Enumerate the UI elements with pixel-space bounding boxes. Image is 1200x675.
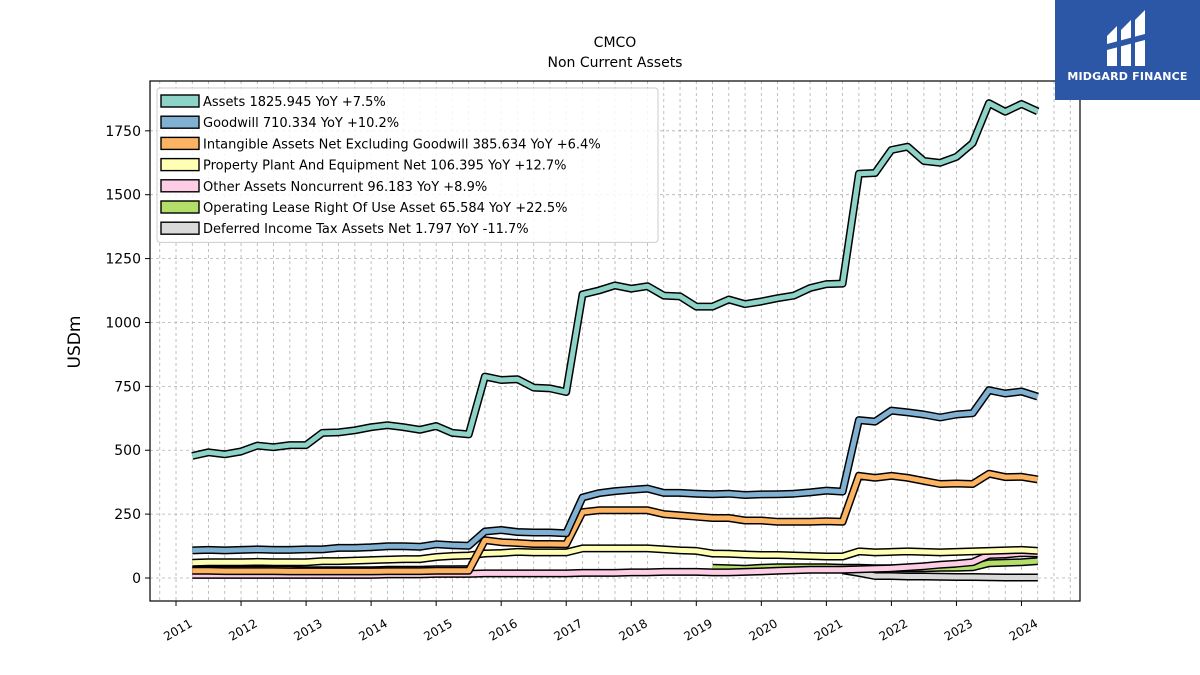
series-line bbox=[192, 545, 1038, 566]
legend-swatch bbox=[160, 115, 200, 129]
legend-label: Intangible Assets Net Excluding Goodwill… bbox=[203, 137, 601, 152]
legend-item[interactable]: Goodwill 710.334 YoY +10.2% bbox=[160, 115, 399, 131]
series-property-plant-and-equipment-net bbox=[192, 544, 1038, 567]
y-tick-label: 1750 bbox=[105, 124, 141, 140]
legend-label: Other Assets Noncurrent 96.183 YoY +8.9% bbox=[203, 180, 487, 195]
legend-label: Goodwill 710.334 YoY +10.2% bbox=[203, 116, 399, 131]
legend-item[interactable]: Property Plant And Equipment Net 106.395… bbox=[160, 157, 567, 174]
legend-label: Property Plant And Equipment Net 106.395… bbox=[203, 159, 567, 174]
legend[interactable]: Assets 1825.945 YoY +7.5% Goodwill 710.33… bbox=[156, 87, 659, 243]
x-tick-label: 2023 bbox=[942, 616, 975, 643]
legend-swatch bbox=[160, 179, 200, 193]
x-tick-label: 2022 bbox=[877, 616, 910, 643]
series-intangible-assets-net-excluding-goodwill bbox=[192, 469, 1039, 576]
x-tick-label: 2021 bbox=[812, 616, 845, 643]
brand-logo: MIDGARD FINANCE bbox=[1055, 0, 1200, 100]
legend-item[interactable]: Deferred Income Tax Assets Net 1.797 YoY… bbox=[160, 221, 529, 237]
series-assets bbox=[191, 99, 1040, 460]
x-tick-label: 2011 bbox=[161, 616, 194, 643]
series-line bbox=[191, 100, 1039, 459]
series-goodwill bbox=[192, 386, 1039, 555]
x-tick-label: 2019 bbox=[682, 616, 715, 643]
legend-swatch bbox=[160, 136, 200, 151]
y-tick-label: 500 bbox=[114, 443, 141, 459]
legend-swatch bbox=[160, 221, 200, 235]
x-tick-label: 2015 bbox=[421, 616, 454, 643]
legend-label: Assets 1825.945 YoY +7.5% bbox=[203, 95, 386, 110]
y-tick-label: 250 bbox=[114, 507, 141, 523]
x-tick-label: 2024 bbox=[1007, 616, 1040, 643]
series-deferred-income-tax-assets-net bbox=[841, 566, 1038, 582]
plot-frame bbox=[149, 80, 1081, 602]
x-tick-label: 2013 bbox=[291, 616, 324, 643]
legend-label: Operating Lease Right Of Use Asset 65.58… bbox=[203, 201, 567, 216]
y-tick-label: 1000 bbox=[105, 315, 141, 331]
legend-swatch bbox=[160, 200, 200, 214]
y-tick-label: 750 bbox=[114, 379, 141, 395]
legend-item[interactable]: Operating Lease Right Of Use Asset 65.58… bbox=[160, 200, 567, 216]
series-line bbox=[842, 567, 1038, 580]
y-tick-label: 1250 bbox=[105, 252, 141, 268]
legend-swatch bbox=[160, 94, 200, 108]
x-tick-label: 2014 bbox=[356, 616, 389, 643]
x-tick-label: 2012 bbox=[226, 616, 259, 643]
x-tick-label: 2018 bbox=[617, 616, 650, 643]
brand-name: MIDGARD FINANCE bbox=[1067, 70, 1188, 83]
chart-subtitle: Non Current Assets bbox=[548, 55, 683, 71]
series-lines bbox=[191, 99, 1040, 582]
logo-mark-icon bbox=[1107, 10, 1145, 66]
legend-item[interactable]: Assets 1825.945 YoY +7.5% bbox=[160, 94, 386, 110]
y-tick-label: 1500 bbox=[105, 188, 141, 204]
y-tick-label: 0 bbox=[132, 571, 141, 587]
x-tick-label: 2016 bbox=[486, 616, 519, 643]
x-tick-label: 2020 bbox=[747, 616, 780, 643]
series-line bbox=[192, 471, 1039, 574]
legend-swatch bbox=[160, 157, 200, 172]
legend-item[interactable]: Other Assets Noncurrent 96.183 YoY +8.9% bbox=[160, 179, 487, 195]
legend-item[interactable]: Intangible Assets Net Excluding Goodwill… bbox=[160, 136, 601, 152]
legend-label: Deferred Income Tax Assets Net 1.797 YoY… bbox=[203, 222, 529, 237]
y-axis-label: USDm bbox=[65, 316, 85, 369]
chart-title: CMCO bbox=[594, 35, 637, 51]
legend-box bbox=[156, 87, 659, 243]
x-tick-label: 2017 bbox=[551, 616, 584, 643]
series-line bbox=[192, 387, 1039, 553]
